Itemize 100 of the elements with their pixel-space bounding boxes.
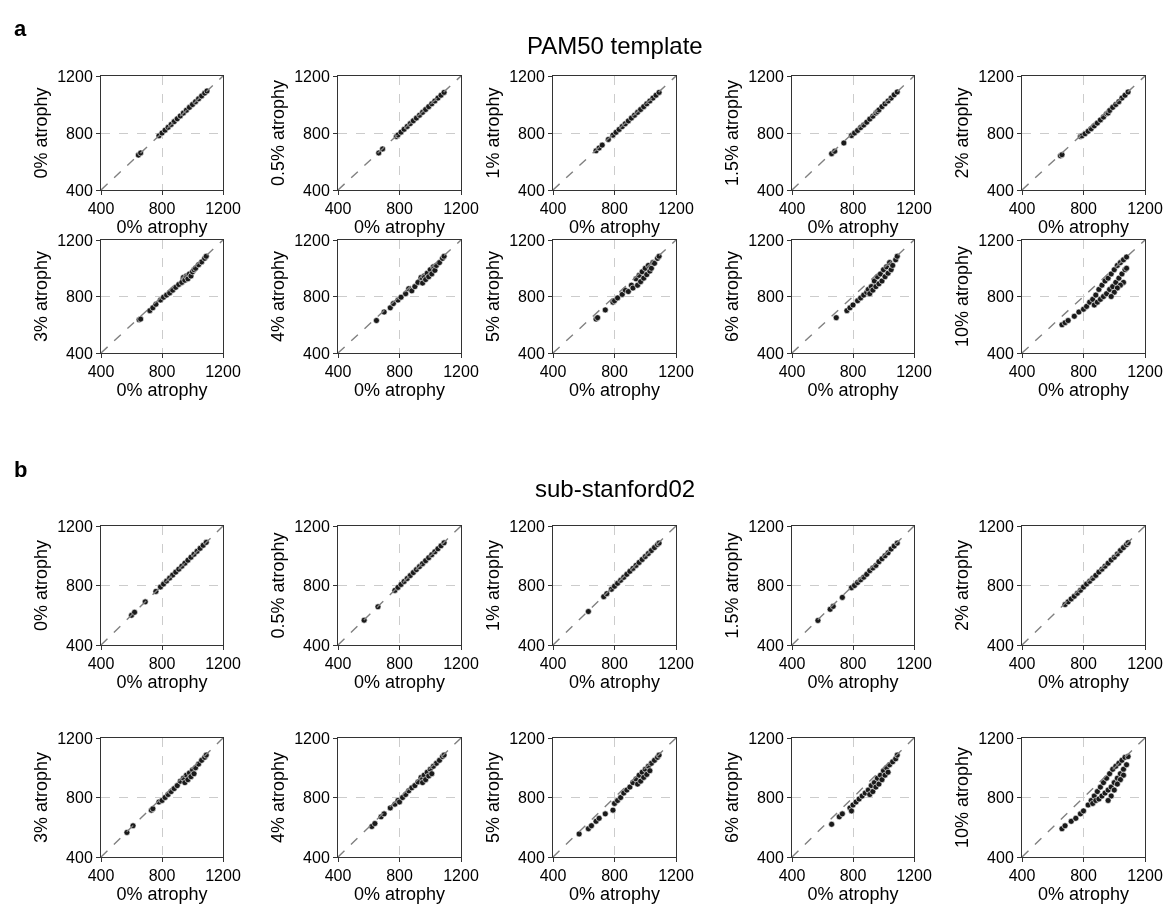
x-tick-label: 800 <box>839 867 867 885</box>
y-tick-label: 400 <box>303 344 330 362</box>
x-axis-title: 0% atrophy <box>353 217 446 238</box>
x-axis-title: 0% atrophy <box>116 380 208 401</box>
text: b <box>14 457 28 482</box>
y-tick-label: 400 <box>303 636 330 654</box>
y-axis-title: 4% atrophy <box>268 250 289 343</box>
y-tick-label: 400 <box>66 344 93 362</box>
y-tick-label: 400 <box>303 181 330 199</box>
y-tick-label: 1200 <box>978 67 1014 85</box>
x-tick-label: 1200 <box>896 867 932 885</box>
y-tick-label: 1200 <box>748 729 784 747</box>
x-tick-label: 800 <box>386 363 413 381</box>
x-tick-label: 800 <box>601 867 628 885</box>
y-axis-title: 0.5% atrophy <box>268 532 289 639</box>
x-tick-label: 1200 <box>1127 363 1163 381</box>
x-tick-label: 1200 <box>443 363 479 381</box>
y-tick-label: 1200 <box>57 67 93 85</box>
y-tick-label: 800 <box>757 124 784 142</box>
x-axis-title: 0% atrophy <box>353 672 446 693</box>
y-tick-label: 1200 <box>57 517 93 535</box>
x-axis-title: 0% atrophy <box>568 217 661 238</box>
y-tick-label: 800 <box>303 789 330 807</box>
y-tick-label: 800 <box>303 124 330 142</box>
x-axis-title: 0% atrophy <box>116 672 208 693</box>
x-tick-label: 400 <box>778 655 806 673</box>
x-tick-label: 400 <box>324 655 352 673</box>
y-tick-label: 1200 <box>978 729 1014 747</box>
y-tick-label: 800 <box>987 577 1014 595</box>
y-tick-label: 1200 <box>978 517 1014 535</box>
y-tick-label: 1200 <box>748 67 784 85</box>
y-tick-label: 800 <box>66 288 93 306</box>
x-tick-label: 400 <box>539 867 567 885</box>
x-tick-label: 1200 <box>205 363 241 381</box>
y-tick-label: 800 <box>987 124 1014 142</box>
x-axis-title: 0% atrophy <box>807 672 899 693</box>
text: a <box>14 16 27 41</box>
y-axis-title: 2% atrophy <box>952 539 973 632</box>
x-tick-label: 1200 <box>205 655 241 673</box>
y-axis-title: 0% atrophy <box>31 539 52 632</box>
x-tick-label: 400 <box>87 655 115 673</box>
x-tick-label: 800 <box>148 867 176 885</box>
y-tick-label: 1200 <box>509 231 545 249</box>
x-tick-label: 400 <box>778 867 806 885</box>
x-tick-label: 800 <box>1070 867 1097 885</box>
y-tick-label: 1200 <box>748 231 784 249</box>
y-tick-label: 400 <box>987 344 1014 362</box>
x-tick-label: 400 <box>539 363 567 381</box>
y-axis-title: 0% atrophy <box>31 87 52 179</box>
x-tick-label: 1200 <box>896 655 932 673</box>
y-axis-title: 3% atrophy <box>31 751 52 844</box>
y-tick-label: 400 <box>987 181 1014 199</box>
x-tick-label: 1200 <box>443 200 479 218</box>
x-tick-label: 400 <box>1008 867 1036 885</box>
x-tick-label: 800 <box>1070 655 1097 673</box>
y-tick-label: 1200 <box>294 517 330 535</box>
y-tick-label: 1200 <box>509 517 545 535</box>
y-tick-label: 400 <box>66 181 93 199</box>
chart-title: PAM50 template <box>527 32 703 59</box>
x-tick-label: 400 <box>778 200 806 218</box>
y-tick-label: 800 <box>518 124 545 142</box>
y-axis-title: 0.5% atrophy <box>268 79 289 187</box>
x-axis-title: 0% atrophy <box>116 884 208 905</box>
y-tick-label: 800 <box>987 288 1014 306</box>
x-axis-title: 0% atrophy <box>568 672 661 693</box>
x-tick-label: 400 <box>539 200 567 218</box>
y-tick-label: 400 <box>66 848 93 866</box>
y-axis-title: 4% atrophy <box>268 751 289 844</box>
y-tick-label: 400 <box>518 848 545 866</box>
y-tick-label: 400 <box>303 848 330 866</box>
y-tick-label: 1200 <box>57 729 93 747</box>
y-tick-label: 400 <box>518 344 545 362</box>
x-tick-label: 1200 <box>658 867 694 885</box>
y-tick-label: 400 <box>518 181 545 199</box>
y-tick-label: 800 <box>66 124 93 142</box>
x-tick-label: 1200 <box>443 867 479 885</box>
y-tick-label: 400 <box>757 344 784 362</box>
x-axis-title: 0% atrophy <box>116 217 208 238</box>
x-axis-title: 0% atrophy <box>353 380 446 401</box>
x-tick-label: 1200 <box>658 200 694 218</box>
x-axis-title: 0% atrophy <box>1037 884 1130 905</box>
x-tick-label: 1200 <box>1127 655 1163 673</box>
y-axis-title: 1% atrophy <box>483 87 504 179</box>
x-tick-label: 800 <box>386 655 413 673</box>
y-tick-label: 400 <box>757 848 784 866</box>
x-tick-label: 800 <box>148 200 176 218</box>
x-tick-label: 400 <box>1008 655 1036 673</box>
chart-title: sub-stanford02 <box>535 475 696 502</box>
x-tick-label: 1200 <box>658 655 694 673</box>
y-axis-title: 10% atrophy <box>952 746 973 849</box>
y-tick-label: 800 <box>757 288 784 306</box>
x-tick-label: 800 <box>839 363 867 381</box>
y-tick-label: 1200 <box>509 67 545 85</box>
x-axis-title: 0% atrophy <box>1037 672 1130 693</box>
y-tick-label: 1200 <box>57 231 93 249</box>
x-axis-title: 0% atrophy <box>807 217 899 238</box>
x-tick-label: 1200 <box>205 200 241 218</box>
y-tick-label: 400 <box>518 636 545 654</box>
x-axis-title: 0% atrophy <box>568 884 661 905</box>
x-tick-label: 400 <box>324 867 352 885</box>
